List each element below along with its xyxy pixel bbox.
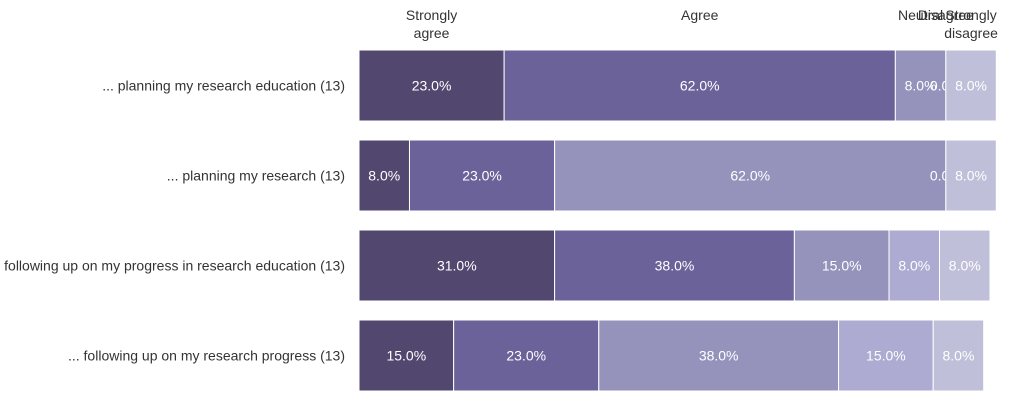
data-label: 15.0% <box>386 348 426 364</box>
bar-segment-neutral <box>793 229 890 302</box>
category-label: ... following up on my research progress… <box>68 348 345 364</box>
data-label: 62.0% <box>680 78 720 94</box>
data-label: 23.0% <box>462 168 502 184</box>
data-label: 23.0% <box>506 348 546 364</box>
legend-item-strongly-agree: Strongly agree <box>406 7 457 41</box>
legend-label-line: Neutral <box>898 7 943 23</box>
bar-segment-disagree <box>888 229 941 302</box>
data-label: 8.0% <box>955 168 987 184</box>
category-label: ... planning my research education (13) <box>102 78 345 94</box>
bar-segment-neutral <box>554 139 947 212</box>
data-label: 31.0% <box>437 258 477 274</box>
data-label: 8.0% <box>955 78 987 94</box>
category-label: ... planning my research (13) <box>167 168 345 184</box>
legend-item-neutral: Neutral <box>898 7 943 23</box>
bar-segment-strongly-disagree <box>932 319 985 392</box>
legend-label-line: disagree <box>944 25 998 41</box>
bar-segment-disagree <box>838 319 934 392</box>
data-label: 23.0% <box>412 78 452 94</box>
category-label: following up on my progress in research … <box>4 258 345 274</box>
bar-segment-agree <box>453 319 600 392</box>
data-label: 15.0% <box>822 258 862 274</box>
data-label: 8.0% <box>905 78 937 94</box>
bar-segment-strongly-agree <box>358 139 410 212</box>
legend-label-line: Agree <box>681 7 719 23</box>
category-labels: ... planning my research education (13).… <box>4 78 345 364</box>
legend-label-line: Strongly <box>406 7 457 23</box>
legend-label-line: agree <box>414 25 450 41</box>
data-label: 62.0% <box>730 168 770 184</box>
bar-segment-strongly-disagree <box>945 49 997 122</box>
plot-area: 23.0%62.0%8.0%0.0%8.0%8.0%23.0%62.0%0.0%… <box>358 49 997 392</box>
legend-label-line: Strongly <box>945 7 996 23</box>
data-label: 8.0% <box>942 348 974 364</box>
data-label: 38.0% <box>655 258 695 274</box>
bar-segment-neutral <box>894 49 947 122</box>
legend-item-agree: Agree <box>681 7 719 23</box>
bar-segment-strongly-disagree <box>939 229 991 302</box>
legend-item-disagree: Disagree <box>918 7 974 23</box>
bar-segment-agree <box>554 229 795 302</box>
data-label: 8.0% <box>368 168 400 184</box>
bar-segment-strongly-disagree <box>945 139 997 212</box>
data-label: 8.0% <box>949 258 981 274</box>
data-label: 8.0% <box>898 258 930 274</box>
data-label: 15.0% <box>866 348 906 364</box>
legend-label-line: Disagree <box>918 7 974 23</box>
bar-segment-strongly-agree <box>358 229 556 302</box>
bar-segment-agree <box>408 139 556 212</box>
bar-segment-strongly-agree <box>358 49 505 122</box>
data-label: 38.0% <box>699 348 739 364</box>
legend-item-strongly-disagree: Strongly disagree <box>944 7 998 41</box>
